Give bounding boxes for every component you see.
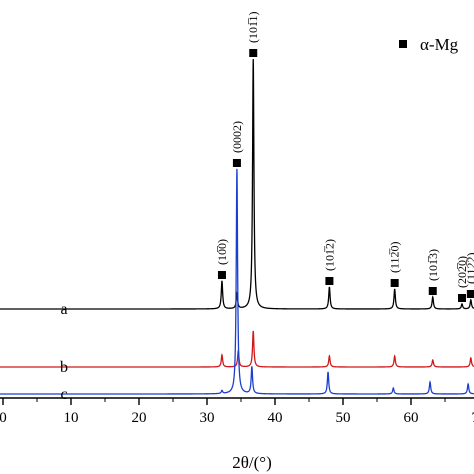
legend: α-Mg	[399, 35, 459, 54]
legend-label: α-Mg	[420, 35, 459, 54]
peak-marker-group: (10̅0) (0002) (101̅1) (101̅2) (112̅0) (101̅3)…	[215, 11, 474, 302]
trace-group: a bc	[0, 58, 474, 403]
miller-index-label: (0002)	[230, 121, 244, 153]
miller-index-label: (112̅2)	[464, 252, 474, 284]
x-tick-label: 50	[336, 410, 351, 426]
x-axis-title: 2θ/(°)	[232, 453, 272, 472]
x-axis-ticks: 0 10 20 30 40 50 60 70	[0, 398, 474, 426]
alpha-mg-peak-marker	[458, 294, 466, 302]
miller-index-label: (112̅0)	[388, 241, 402, 273]
x-tick-label: 60	[404, 410, 419, 426]
miller-index-label: (101̅2)	[322, 239, 336, 271]
alpha-mg-peak-marker	[217, 271, 226, 279]
x-tick-label: 30	[200, 410, 215, 426]
trace-c-line	[0, 168, 474, 395]
trace-c-label: c	[60, 386, 67, 403]
miller-index-label: (101̅1)	[246, 11, 260, 43]
alpha-mg-peak-marker	[390, 279, 399, 287]
alpha-mg-peak-marker	[325, 277, 334, 285]
trace-b-label: b	[60, 359, 68, 376]
miller-index-label: (101̅3)	[426, 249, 440, 281]
trace-b-line	[0, 330, 474, 368]
x-tick-label: 0	[0, 410, 7, 426]
alpha-mg-peak-marker	[466, 290, 474, 298]
x-tick-label: 40	[268, 410, 283, 426]
alpha-mg-peak-marker	[249, 49, 258, 57]
legend-square-marker	[399, 40, 407, 48]
x-tick-label: 10	[64, 410, 79, 426]
x-tick-label: 70	[472, 410, 474, 426]
trace-a-label: a	[60, 301, 67, 318]
x-tick-label: 20	[132, 410, 147, 426]
miller-index-label: (202̅0)	[455, 256, 469, 288]
alpha-mg-peak-marker	[428, 287, 437, 295]
alpha-mg-peak-marker	[232, 159, 241, 167]
trace-a-line	[0, 58, 474, 310]
miller-index-label: (2021)	[473, 253, 474, 285]
miller-index-label: (10̅0)	[215, 239, 229, 265]
